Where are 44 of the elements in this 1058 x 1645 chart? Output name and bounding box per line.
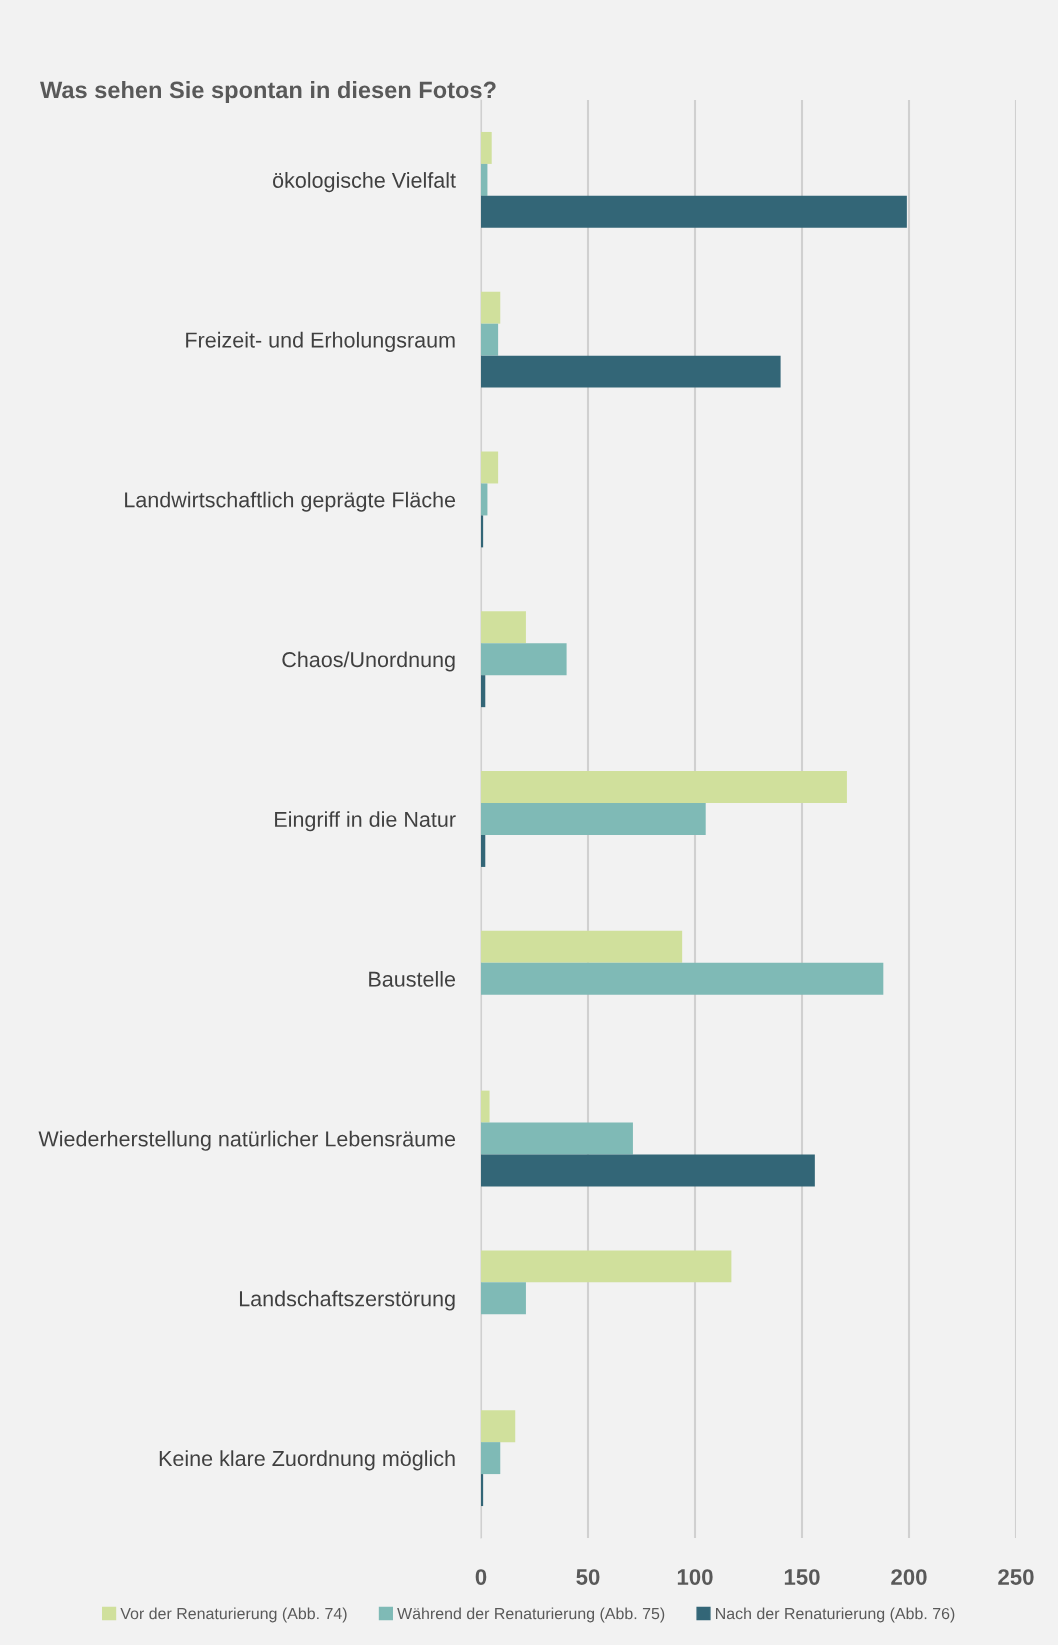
x-tick-label: 50: [576, 1569, 600, 1585]
x-tick-label: 150: [784, 1569, 820, 1585]
bar: [481, 1090, 490, 1123]
legend-label: Nach der Renaturierung (Abb. 76): [716, 1607, 955, 1623]
bar: [481, 323, 499, 356]
x-tick-label: 0: [475, 1569, 487, 1585]
bar: [481, 1410, 516, 1443]
bar: [481, 643, 567, 676]
bar: [481, 1154, 815, 1187]
bar: [481, 195, 907, 228]
bar: [481, 803, 706, 835]
y-tick-label: Freizeit- und Erholungsraum: [186, 331, 455, 352]
text: Was sehen Sie spontan in diesen Fotos?: [40, 81, 496, 103]
bar: [481, 1250, 732, 1283]
x-tick-label: 200: [891, 1569, 927, 1585]
bar: [481, 515, 484, 548]
bar: [481, 675, 486, 708]
legend-label: Vor der Renaturierung (Abb. 74): [120, 1607, 347, 1623]
bar: [481, 451, 499, 484]
bar: [481, 355, 781, 388]
y-tick-label: Eingriff in die Natur: [275, 811, 456, 832]
bar: [481, 1442, 501, 1475]
bar: [481, 930, 683, 963]
y-tick-label: Landschaftszerstörung: [239, 1290, 455, 1311]
bar: [481, 962, 884, 995]
bar: [481, 1122, 633, 1155]
bar: [481, 131, 492, 164]
x-tick-label: 250: [998, 1569, 1034, 1585]
x-tick-label: 100: [677, 1569, 713, 1585]
bar: [481, 483, 488, 516]
bar: [481, 1474, 484, 1507]
bar: [481, 834, 486, 867]
bar: [481, 771, 847, 804]
y-tick-label: Chaos/Unordnung: [282, 651, 455, 672]
legend-label: Während der Renaturierung (Abb. 75): [397, 1607, 665, 1623]
y-tick-label: Keine klare Zuordnung möglich: [159, 1450, 455, 1471]
y-tick-label: ökologische Vielfalt: [273, 172, 456, 193]
bar: [481, 291, 501, 324]
y-tick-label: Wiederherstellung natürlicher Lebensräume: [38, 1130, 456, 1151]
bar: [481, 1282, 526, 1315]
y-tick-label: Landwirtschaftlich geprägte Fläche: [125, 491, 456, 512]
bar: [481, 611, 526, 644]
bar: [481, 163, 488, 196]
y-tick-label: Baustelle: [369, 970, 456, 987]
